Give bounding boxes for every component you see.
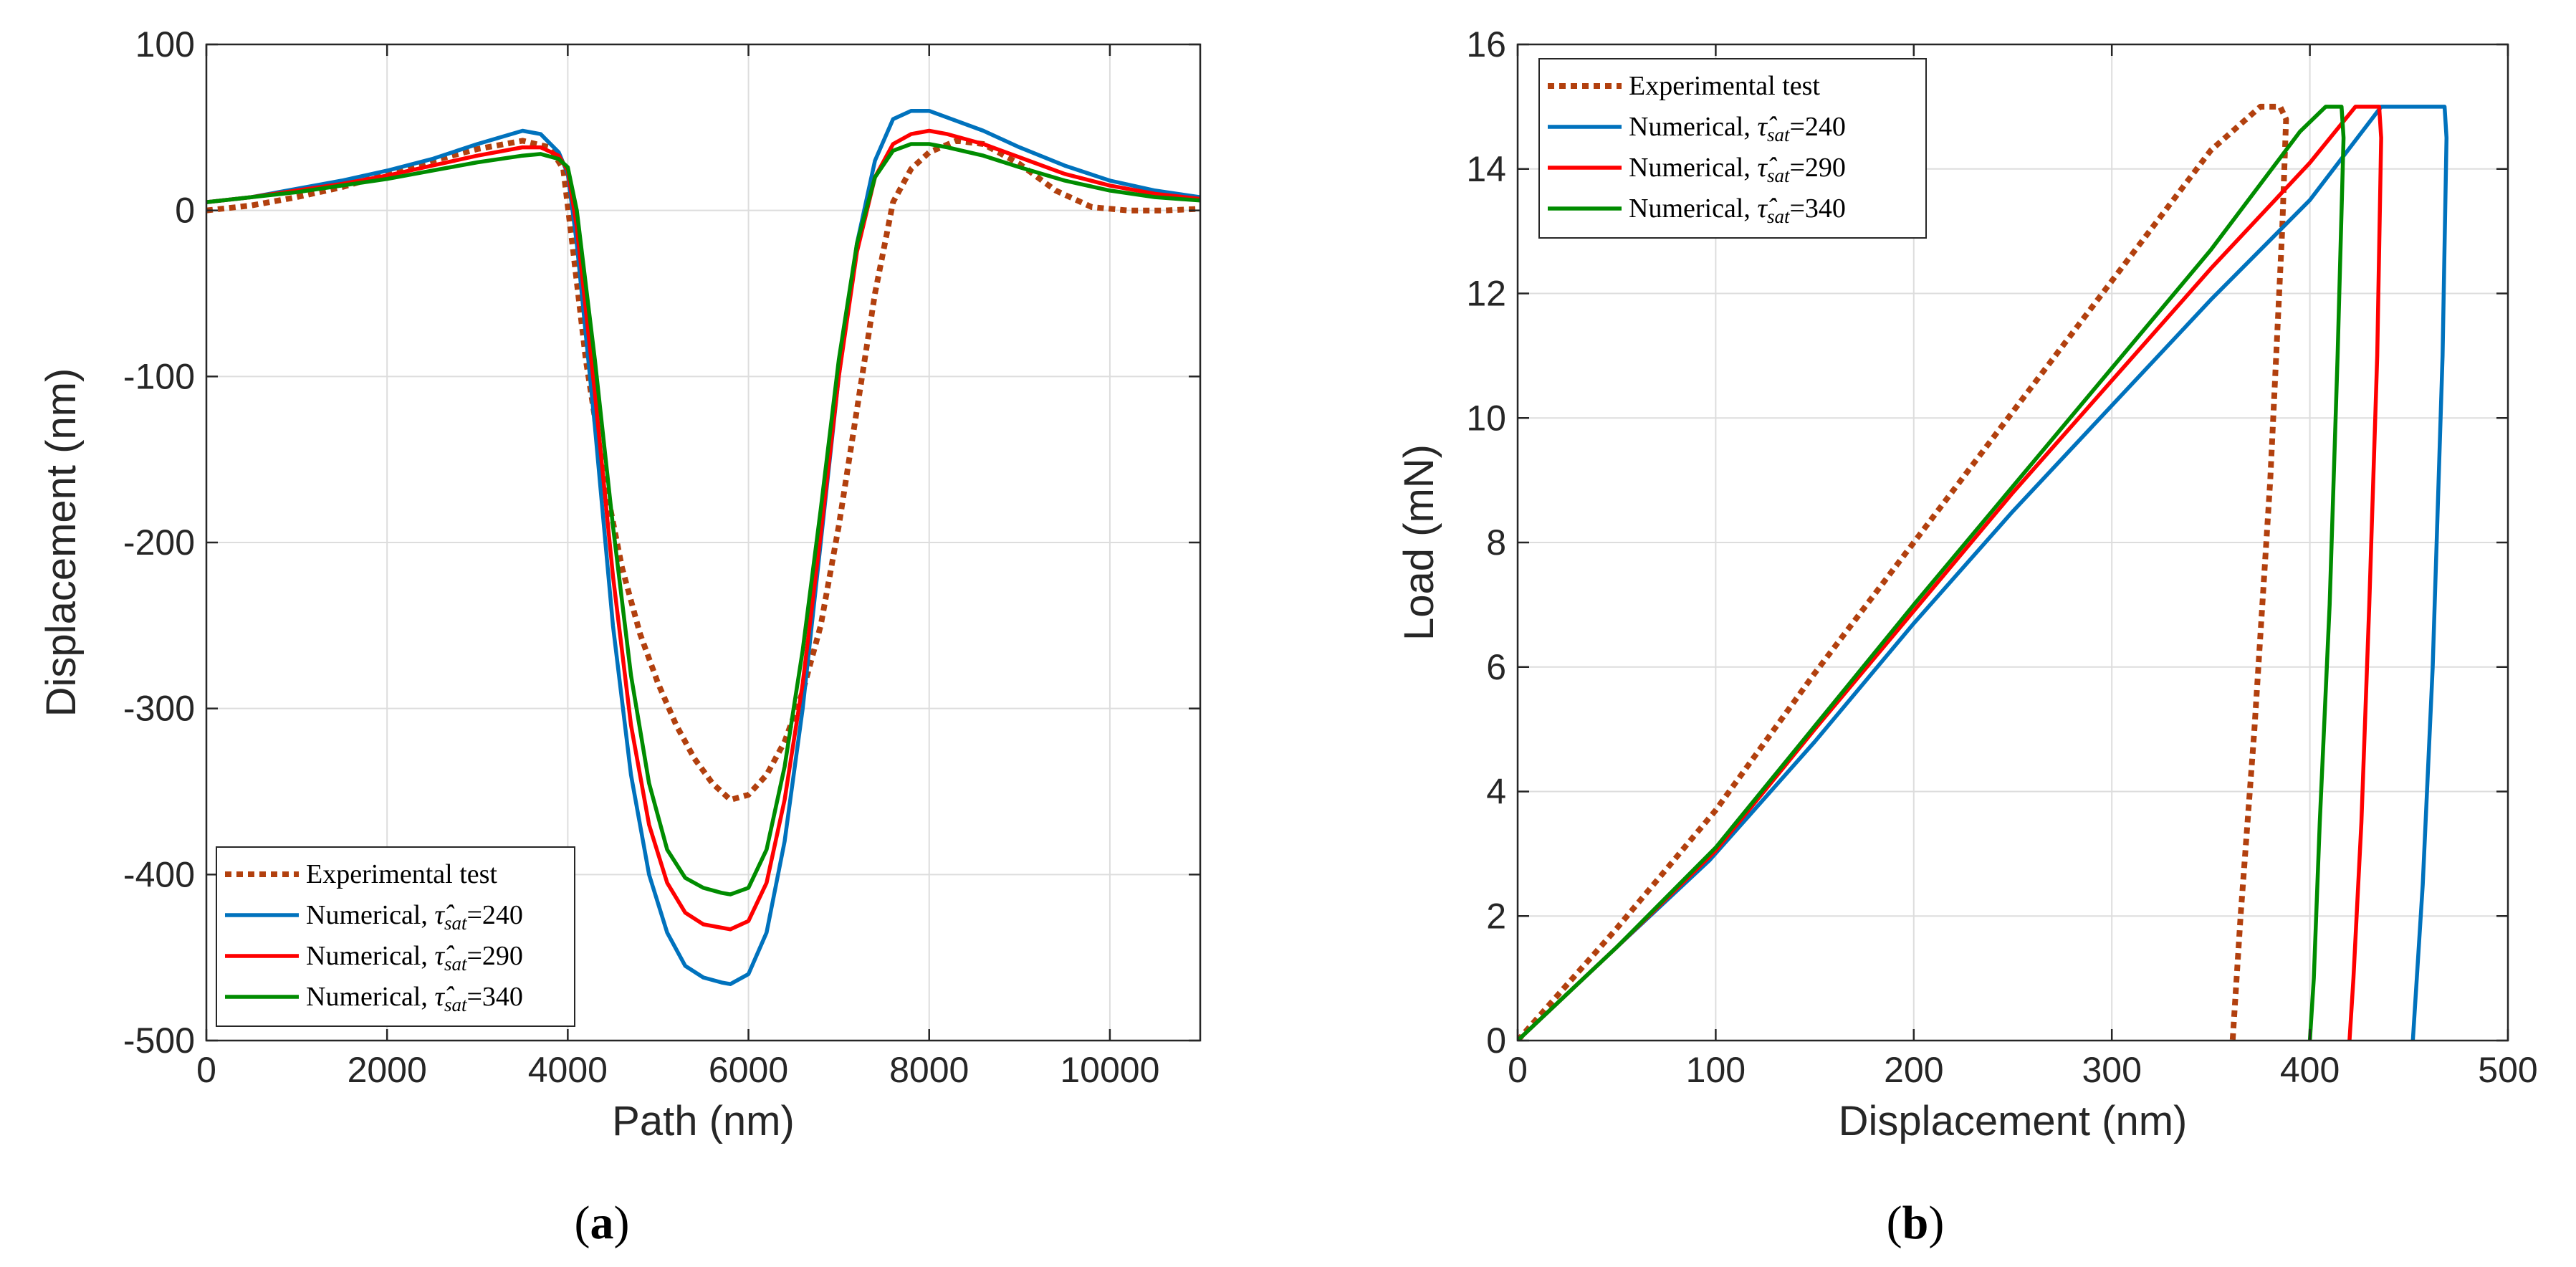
y-axis-label: Displacement (nm) — [38, 368, 85, 717]
legend: Experimental test Numerical, τ̂sat=240 Num… — [216, 846, 575, 1027]
y-axis-label: Load (mN) — [1396, 444, 1442, 641]
y-tick-label: -200 — [123, 522, 195, 563]
legend-label-n290: Numerical, τ̂sat=290 — [1629, 153, 1846, 186]
chart-panel-b: 0 100 200 300 400 500 0 2 4 6 8 10 12 14 16 Displacemen… — [1396, 24, 2538, 1144]
chart-panel-a: 0 2000 4000 6000 8000 10000 -500 -400 -300 -200 -1… — [38, 24, 1202, 1144]
y-tick-label: -400 — [123, 854, 195, 894]
x-axis-label: Path (nm) — [612, 1098, 795, 1144]
x-tick-label: 8000 — [889, 1050, 969, 1090]
y-tick-label: 100 — [135, 24, 195, 64]
x-tick-label: 6000 — [709, 1050, 788, 1090]
x-axis-label: Displacement (nm) — [1839, 1098, 2188, 1144]
x-tick-label: 400 — [2280, 1050, 2340, 1090]
y-tick-label: 12 — [1466, 274, 1506, 314]
x-tick-label: 4000 — [528, 1050, 608, 1090]
legend-label-n240: Numerical, τ̂sat=240 — [1629, 112, 1846, 145]
series-line-experimental — [206, 138, 1200, 803]
x-tick-label: 100 — [1686, 1050, 1746, 1090]
y-tick-label: 2 — [1486, 896, 1506, 936]
legend-label-n290: Numerical, τ̂sat=290 — [306, 941, 523, 975]
x-tick-label: 0 — [1508, 1050, 1528, 1090]
legend-label-experimental: Experimental test — [1629, 71, 1820, 101]
legend-label-n240: Numerical, τ̂sat=240 — [306, 900, 523, 934]
x-tick-label: 2000 — [348, 1050, 427, 1090]
y-tick-label: 6 — [1486, 647, 1506, 687]
legend-label-n340: Numerical, τ̂sat=340 — [306, 982, 523, 1015]
y-tick-label: 14 — [1466, 149, 1506, 189]
series-line-n240 — [1518, 105, 2449, 1041]
x-tick-label: 300 — [2082, 1050, 2141, 1090]
series-line-n240 — [206, 108, 1200, 986]
y-tick-label: -500 — [123, 1020, 195, 1061]
y-tick-label: -300 — [123, 689, 195, 729]
y-tick-label: -100 — [123, 356, 195, 396]
series-line-n340 — [1518, 105, 2346, 1041]
y-tick-label: 16 — [1466, 24, 1506, 64]
legend-label-experimental: Experimental test — [306, 859, 497, 889]
y-tick-label: 0 — [1486, 1020, 1506, 1061]
series-line-experimental — [1518, 103, 2289, 1041]
y-tick-label: 10 — [1466, 398, 1506, 438]
y-tick-label: 8 — [1486, 522, 1506, 563]
y-tick-label: 4 — [1486, 772, 1506, 812]
x-tick-label: 200 — [1884, 1050, 1943, 1090]
caption-b: (b) — [1887, 1197, 1945, 1249]
x-tick-label: 10000 — [1060, 1050, 1159, 1090]
series-line-n290 — [206, 128, 1200, 932]
series-line-n340 — [206, 142, 1200, 897]
legend: Experimental test Numerical, τ̂sat=240 Num… — [1538, 58, 1927, 239]
legend-label-n340: Numerical, τ̂sat=340 — [1629, 193, 1846, 227]
y-tick-label: 0 — [175, 191, 195, 231]
series-line-n290 — [1518, 105, 2383, 1041]
x-tick-label: 500 — [2478, 1050, 2537, 1090]
x-tick-label: 0 — [196, 1050, 216, 1090]
caption-a: (a) — [575, 1197, 630, 1249]
